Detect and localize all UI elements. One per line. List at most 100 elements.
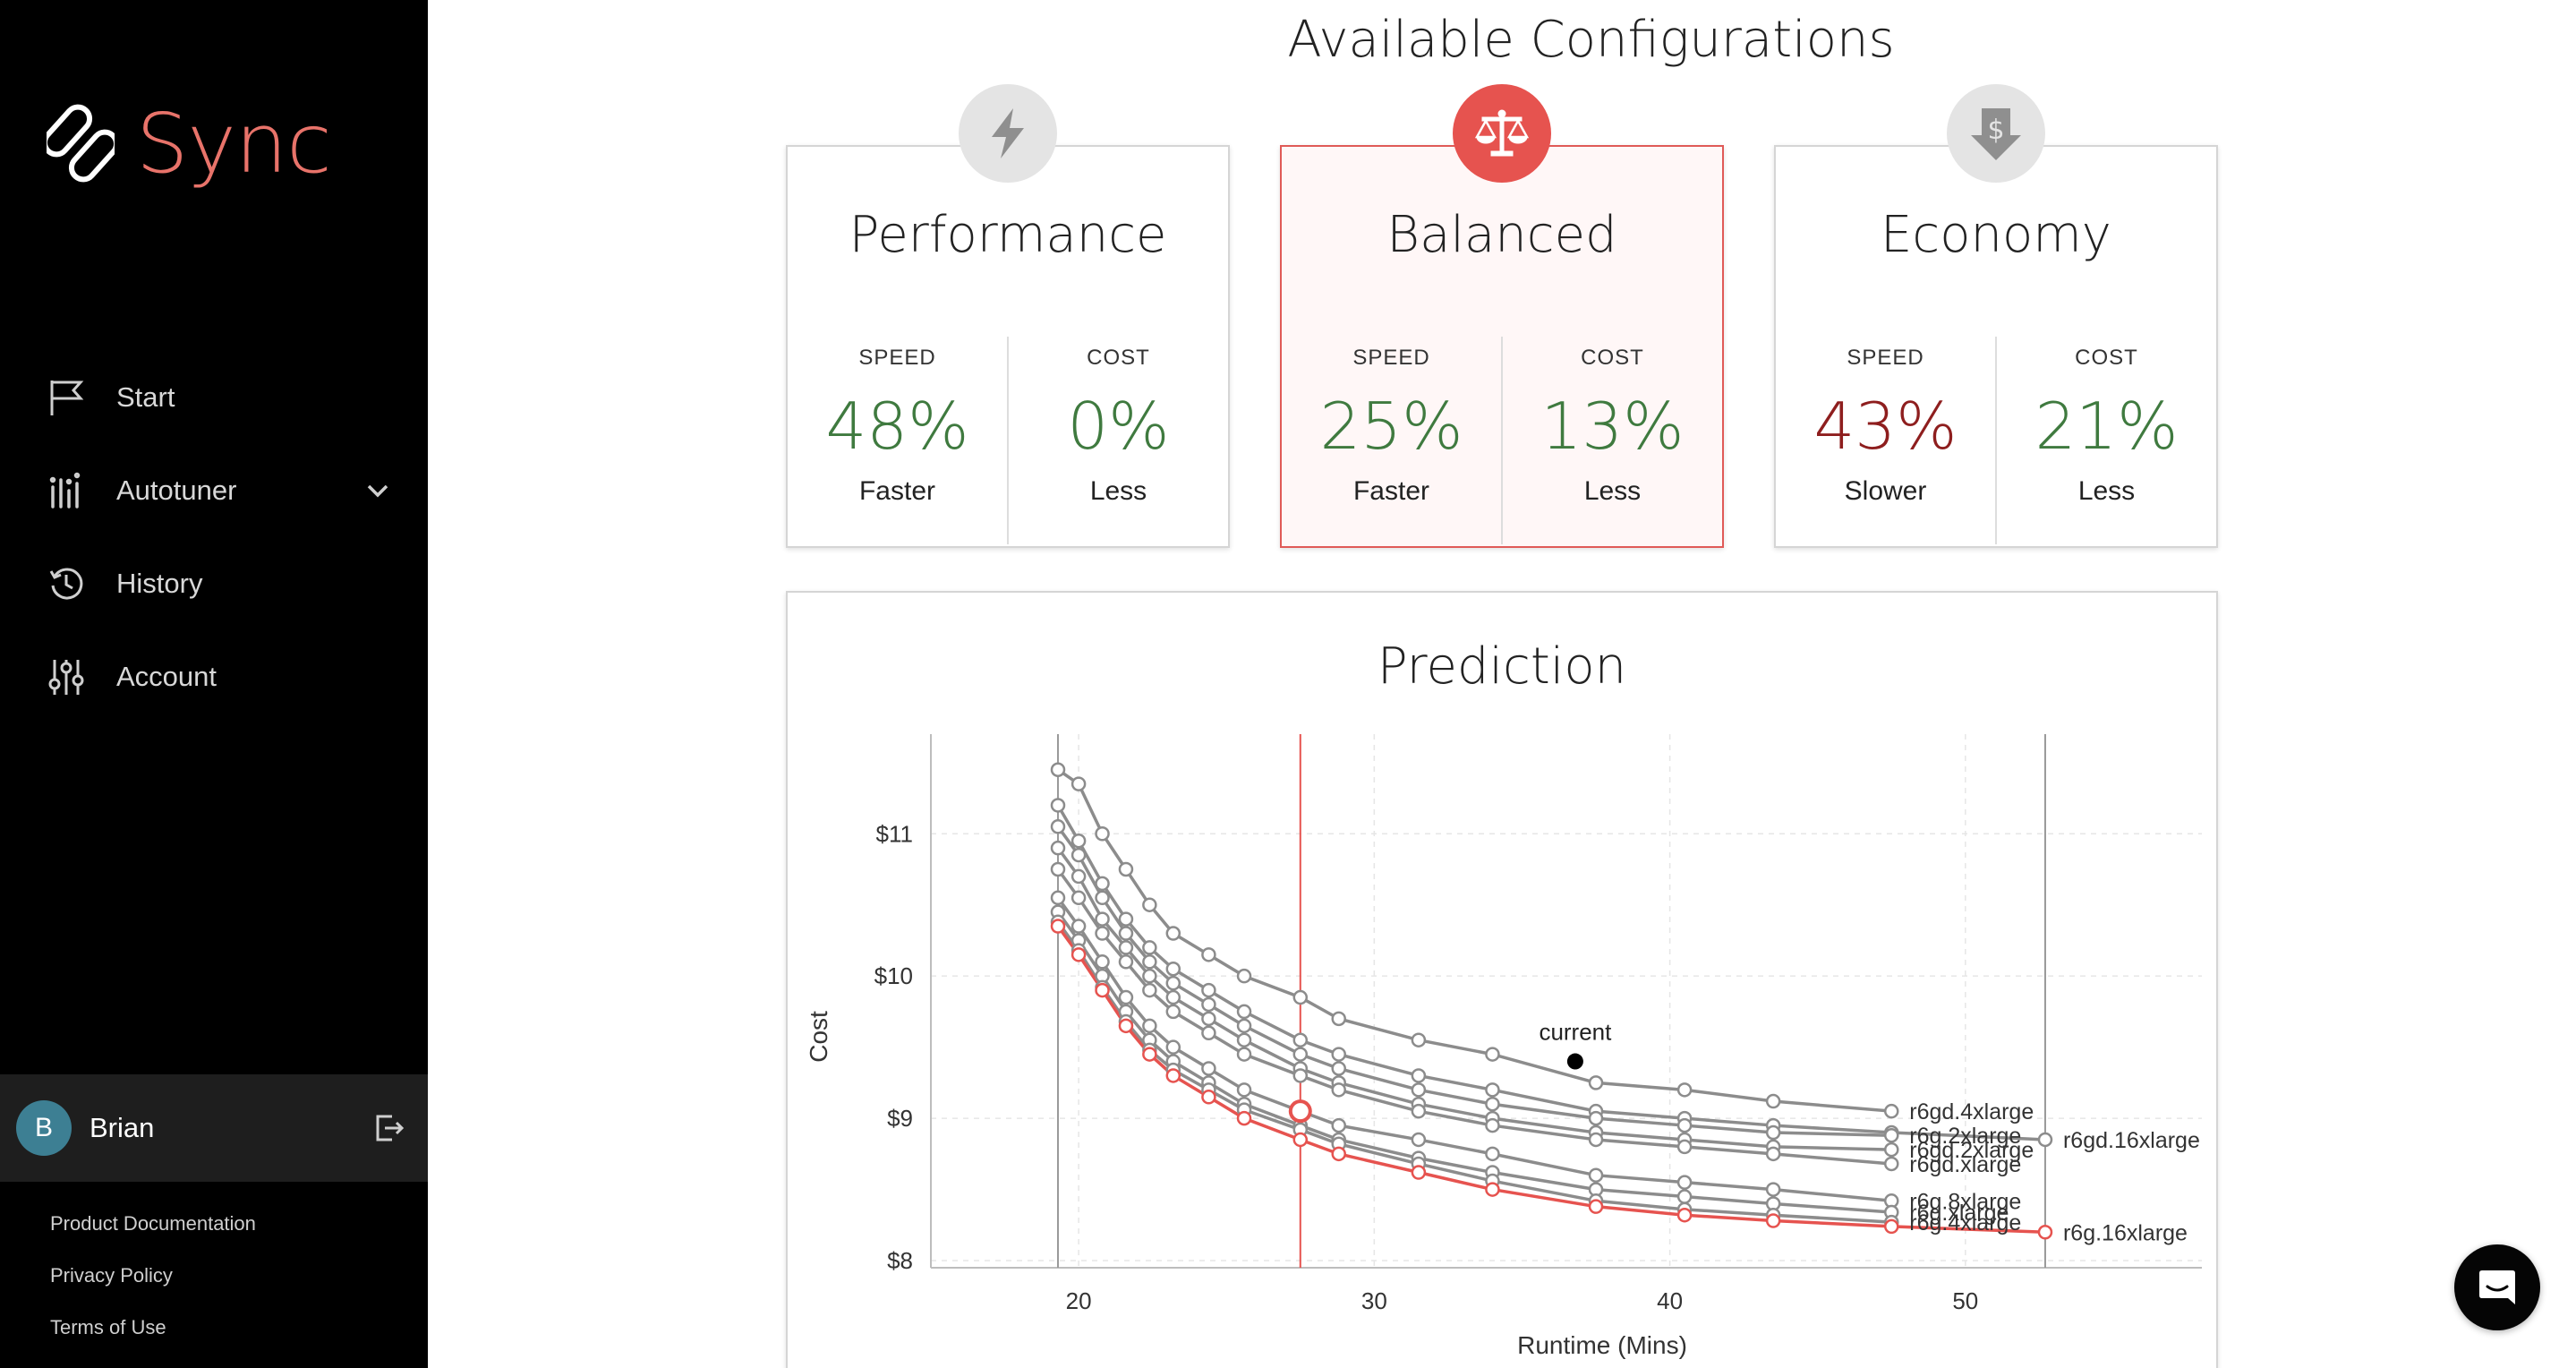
card-badge (1453, 84, 1551, 183)
data-point (1765, 1182, 1781, 1197)
sidebar-item-start[interactable]: Start (0, 351, 428, 444)
data-point (1050, 819, 1066, 834)
data-point (1676, 1082, 1693, 1098)
sidebar: Sync Start Autotuner History (0, 0, 428, 1368)
series-line (1056, 920, 1892, 1224)
data-point (1118, 926, 1134, 941)
history-icon (48, 564, 84, 603)
lightning-icon (992, 108, 1024, 158)
data-point (1050, 798, 1066, 813)
speed-label: SPEED (1847, 346, 1924, 370)
user-bar[interactable]: B Brian (0, 1074, 428, 1182)
data-point (1070, 947, 1087, 962)
sidebar-item-label: Account (116, 661, 218, 692)
data-point (1331, 1011, 1346, 1027)
data-point (1095, 876, 1110, 892)
footer-links: Product Documentation Privacy Policy Ter… (50, 1204, 256, 1360)
speed-column: SPEED 43% Slower (1776, 337, 1995, 544)
card-badge (959, 84, 1057, 183)
data-point (1165, 989, 1181, 1005)
series-line (1056, 868, 1892, 1166)
sidebar-item-history[interactable]: History (0, 537, 428, 630)
sidebar-item-account[interactable]: Account (0, 630, 428, 723)
data-point (1070, 919, 1087, 934)
x-tick-label: 40 (1657, 1287, 1683, 1314)
sliders-icon (48, 657, 84, 697)
prediction-card: Prediction 20 30 40 50 $8 $9 $10 $11 Runtime (Mi… (786, 591, 2218, 1368)
x-axis-label: Runtime (Mins) (1517, 1331, 1687, 1359)
data-point (1331, 1047, 1346, 1062)
data-point (1142, 968, 1157, 984)
series-label: r6g.4xlarge (1909, 1210, 2021, 1235)
user-name: Brian (90, 1112, 155, 1143)
sidebar-nav: Start Autotuner History Account (0, 351, 428, 723)
cost-label: COST (1087, 346, 1150, 370)
data-point (1070, 847, 1087, 863)
cost-column: COST 21% Less (1995, 337, 2216, 544)
data-point (1292, 1068, 1309, 1083)
data-point (1331, 1082, 1346, 1098)
data-point (1588, 1075, 1604, 1090)
data-point (1118, 940, 1134, 955)
config-card-performance[interactable]: Performance SPEED 48% Faster COST 0% Les… (786, 84, 1230, 548)
sync-logo-icon (47, 104, 115, 183)
series-line (1056, 847, 1892, 1151)
speed-sub: Faster (858, 476, 936, 506)
current-label: current (1539, 1019, 1612, 1046)
data-point (1411, 1103, 1427, 1119)
data-point (1588, 1132, 1604, 1148)
svg-text:$: $ (1987, 115, 2004, 146)
data-point (1588, 1110, 1604, 1126)
series-label: r6g.16xlarge (2063, 1220, 2188, 1245)
sidebar-item-autotuner[interactable]: Autotuner (0, 444, 428, 537)
speed-sub: Faster (1352, 476, 1430, 506)
data-point (1485, 1182, 1500, 1197)
y-tick-label: $8 (887, 1247, 913, 1274)
data-point (1165, 926, 1181, 941)
data-point (1070, 776, 1087, 791)
data-point (1411, 1068, 1427, 1083)
config-card-economy[interactable]: $ Economy SPEED 43% Slower COST 21% Less (1774, 84, 2218, 548)
data-point (1292, 1032, 1309, 1047)
series-label: r6gd.xlarge (1909, 1152, 2021, 1177)
chevron-down-icon[interactable] (365, 478, 390, 503)
data-point (1050, 861, 1066, 877)
data-point (1676, 1117, 1693, 1133)
data-point (1331, 1061, 1346, 1076)
data-point (1411, 1132, 1427, 1148)
data-point (1411, 1032, 1427, 1047)
data-point (1292, 989, 1309, 1005)
sidebar-item-label: Start (116, 381, 175, 413)
avatar[interactable]: B (16, 1100, 72, 1156)
current-point (1566, 1053, 1583, 1070)
data-point (1142, 897, 1157, 912)
series-line (1056, 911, 1892, 1214)
data-point (1765, 1146, 1781, 1162)
prediction-chart[interactable]: 20 30 40 50 $8 $9 $10 $11 Runtime (Mins) Cost curr… (788, 593, 2220, 1368)
terms-of-use-link[interactable]: Terms of Use (50, 1316, 166, 1338)
prediction-title: Prediction (1377, 637, 1627, 696)
logout-icon[interactable] (374, 1113, 405, 1143)
data-point (1236, 1032, 1252, 1047)
data-point (1050, 890, 1066, 906)
privacy-policy-link[interactable]: Privacy Policy (50, 1264, 173, 1287)
card-title: Performance (849, 206, 1167, 264)
data-point (2037, 1225, 2053, 1240)
data-point (1095, 982, 1110, 998)
data-point (1095, 926, 1110, 941)
data-point (1676, 1189, 1693, 1204)
data-point (1236, 1110, 1252, 1126)
config-card-balanced[interactable]: Balanced SPEED 25% Faster COST 13% Less (1280, 84, 1724, 548)
cost-sub: Less (1583, 476, 1642, 506)
chat-button[interactable] (2454, 1244, 2540, 1330)
data-point (1050, 762, 1066, 777)
y-axis-label: Cost (805, 1011, 832, 1063)
chat-icon (2479, 1270, 2515, 1304)
product-documentation-link[interactable]: Product Documentation (50, 1212, 256, 1235)
data-point (1485, 1146, 1500, 1162)
data-point (1142, 982, 1157, 998)
cost-value: 21% (2034, 389, 2179, 464)
logo[interactable]: Sync (47, 90, 332, 197)
data-point (1331, 1146, 1346, 1162)
data-point (1118, 989, 1134, 1005)
